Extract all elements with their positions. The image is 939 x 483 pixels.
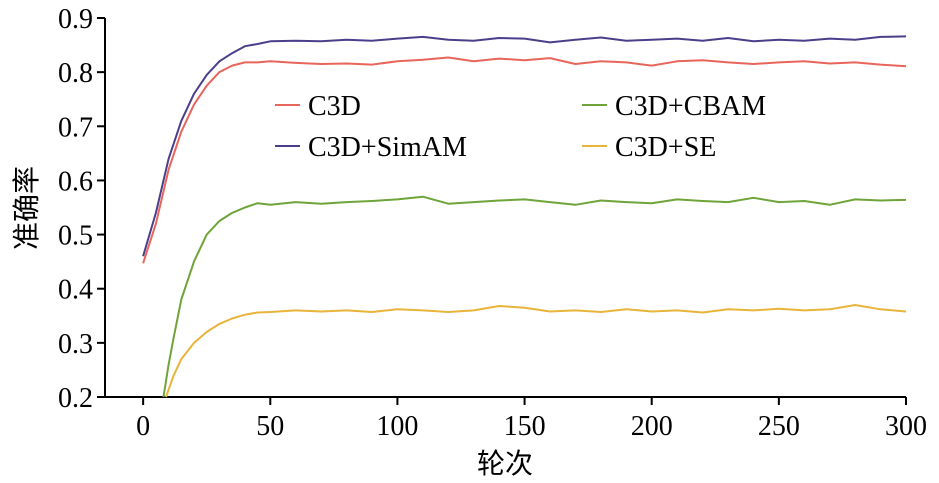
series-line-c3d-se — [165, 304, 907, 398]
legend: C3D C3D+CBAM C3D+SimAM C3D+SE — [275, 91, 766, 163]
legend-label-c3d-simam: C3D+SimAM — [308, 132, 467, 163]
plot-area — [142, 35, 907, 398]
axes — [104, 18, 906, 398]
y-tick-label: 0.4 — [58, 275, 93, 306]
x-tick-label: 0 — [136, 411, 150, 442]
y-tick-label: 0.2 — [58, 383, 93, 414]
x-tick-label: 300 — [885, 411, 927, 442]
y-tick-label: 0.8 — [58, 58, 93, 89]
y-tick-label: 0.3 — [58, 329, 93, 360]
x-tick-label: 200 — [631, 411, 673, 442]
series-line-c3d-cbam — [162, 195, 907, 398]
legend-label-c3d-se: C3D+SE — [615, 132, 716, 163]
y-tick-label: 0.7 — [58, 112, 93, 143]
x-tick-label: 250 — [758, 411, 800, 442]
series-line-c3d — [142, 56, 907, 264]
x-tick-label: 50 — [256, 411, 284, 442]
series-line-c3d-simam — [142, 35, 907, 257]
x-axis-title: 轮次 — [477, 447, 533, 480]
y-axis-title: 准确率 — [10, 166, 43, 250]
y-tick-label: 0.6 — [58, 166, 93, 197]
x-tick-label: 100 — [376, 411, 418, 442]
y-tick-label: 0.5 — [58, 221, 93, 252]
legend-label-c3d: C3D — [308, 91, 361, 122]
y-tick-label: 0.9 — [58, 4, 93, 35]
ticks: 0 50 100 150 200 250 300 0.2 0.3 0.4 0.5 0.6 0.7 0.8 0… — [58, 4, 927, 442]
legend-label-c3d-cbam: C3D+CBAM — [615, 91, 766, 122]
x-tick-label: 150 — [504, 411, 546, 442]
